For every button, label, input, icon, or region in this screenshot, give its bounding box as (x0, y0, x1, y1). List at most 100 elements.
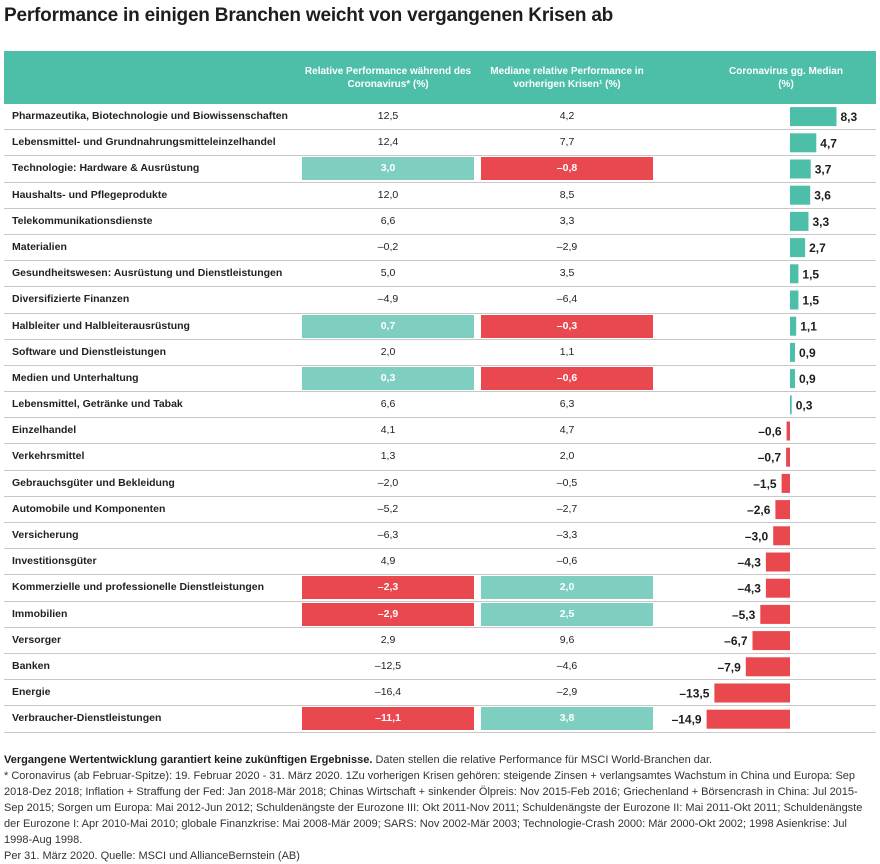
relative-performance-value: 6,6 (380, 214, 396, 227)
industry-name: Energie (12, 686, 51, 699)
footnote-disclaimer: Vergangene Wertentwicklung garantiert ke… (4, 752, 876, 768)
table-row: Verbraucher-Dienstleistungen –11,1 3,8 (4, 706, 876, 733)
relative-performance-value: 5,0 (380, 267, 396, 280)
median-performance-value: 3,3 (559, 214, 575, 227)
table-row: Materialien –0,2 –2,9 (4, 235, 876, 262)
relative-performance-value: 4,9 (380, 555, 396, 568)
relative-performance-value: –2,0 (377, 476, 399, 489)
performance-table: Relative Performance während des Coronav… (4, 51, 876, 733)
relative-performance-value: –2,9 (302, 602, 474, 626)
table-row: Banken –12,5 –4,6 (4, 654, 876, 681)
relative-performance-value: –4,9 (377, 293, 399, 306)
table-row: Lebensmittel- und Grundnahrungsmittelein… (4, 130, 876, 157)
median-performance-value: –0,6 (556, 555, 578, 568)
median-performance-value: –2,9 (556, 686, 578, 699)
industry-name: Kommerzielle und professionelle Dienstle… (12, 581, 265, 594)
industry-name: Diversifizierte Finanzen (12, 293, 130, 306)
industry-name: Automobile und Komponenten (12, 502, 166, 515)
median-performance-value: –0,8 (481, 157, 653, 181)
relative-performance-value: 12,5 (377, 110, 399, 122)
median-performance-value: 7,7 (559, 136, 575, 149)
industry-name: Lebensmittel, Getränke und Tabak (12, 398, 183, 411)
table-row: Automobile und Komponenten –5,2 –2,7 (4, 497, 876, 523)
industry-name: Software und Dienstleistungen (12, 345, 167, 358)
relative-performance-value: 0,3 (302, 366, 474, 390)
relative-performance-value: –12,5 (374, 659, 402, 672)
relative-performance-value: 4,1 (380, 424, 396, 437)
relative-performance-value: –5,2 (377, 502, 399, 515)
median-performance-value: 4,2 (559, 110, 575, 122)
median-performance-value: –3,3 (556, 529, 578, 541)
table-row: Gebrauchsgüter und Bekleidung –2,0 –0,5 (4, 471, 876, 497)
industry-name: Materialien (12, 240, 67, 253)
footnote-bold: Vergangene Wertentwicklung garantiert ke… (4, 754, 373, 766)
relative-performance-value: –6,3 (377, 529, 399, 541)
relative-performance-value: 6,6 (380, 398, 396, 411)
table-row: Verkehrsmittel 1,3 2,0 (4, 444, 876, 471)
median-performance-value: 8,5 (559, 188, 575, 201)
table-row: Einzelhandel 4,1 4,7 (4, 418, 876, 445)
relative-performance-value: 2,0 (380, 345, 396, 358)
table-row: Haushalts- und Pflegeprodukte 12,0 8,5 (4, 183, 876, 209)
chart-title: Performance in einigen Branchen weicht v… (4, 5, 614, 26)
median-performance-value: –4,6 (556, 659, 578, 672)
table-body: Pharmazeutika, Biotechnologie und Biowis… (4, 104, 876, 733)
median-performance-value: 9,6 (559, 633, 575, 646)
table-row: Telekommunikationsdienste 6,6 3,3 (4, 209, 876, 235)
median-performance-value: 4,7 (559, 424, 575, 437)
industry-name: Immobilien (12, 607, 68, 620)
industry-name: Verkehrsmittel (12, 450, 85, 463)
table-row: Kommerzielle und professionelle Dienstle… (4, 575, 876, 602)
median-performance-value: 2,5 (481, 602, 653, 626)
median-performance-value: –0,6 (481, 366, 653, 390)
relative-performance-value: 12,0 (377, 188, 399, 201)
table-row: Halbleiter und Halbleiterausrüstung 0,7 –0… (4, 314, 876, 340)
table-row: Medien und Unterhaltung 0,3 –0,6 (4, 366, 876, 393)
industry-name: Lebensmittel- und Grundnahrungsmittelein… (12, 136, 276, 149)
footnote-periods: * Coronavirus (ab Februar-Spitze): 19. F… (4, 770, 863, 846)
table-row: Versorger 2,9 9,6 (4, 628, 876, 654)
relative-performance-value: –11,1 (302, 707, 474, 731)
footnote-description: Daten stellen die relative Performance f… (372, 754, 713, 766)
industry-name: Halbleiter und Halbleiterausrüstung (12, 319, 190, 332)
footnotes: Vergangene Wertentwicklung garantiert ke… (4, 752, 876, 864)
relative-performance-value: 3,0 (302, 157, 474, 181)
median-performance-value: –0,5 (556, 476, 578, 489)
median-performance-value: –0,3 (481, 314, 653, 338)
industry-name: Haushalts- und Pflegeprodukte (12, 188, 168, 201)
table-row: Energie –16,4 –2,9 (4, 680, 876, 707)
median-performance-value: –2,9 (556, 240, 578, 253)
table-row: Versicherung –6,3 –3,3 (4, 523, 876, 550)
table-row: Software und Dienstleistungen 2,0 1,1 (4, 340, 876, 366)
table-row: Investitionsgüter 4,9 –0,6 (4, 549, 876, 576)
header-median-performance: Mediane relative Performance in vorherig… (490, 65, 644, 90)
table-header: Relative Performance während des Coronav… (4, 51, 876, 104)
relative-performance-value: 1,3 (380, 450, 396, 463)
table-row: Diversifizierte Finanzen –4,9 –6,4 (4, 287, 876, 314)
relative-performance-value: 0,7 (302, 314, 474, 338)
relative-performance-value: –16,4 (374, 686, 402, 699)
industry-name: Gesundheitswesen: Ausrüstung und Dienstl… (12, 267, 283, 280)
median-performance-value: 6,3 (559, 398, 575, 411)
median-performance-value: 3,8 (481, 707, 653, 731)
median-performance-value: –6,4 (556, 293, 578, 306)
median-performance-value: 2,0 (559, 450, 575, 463)
header-relative-performance: Relative Performance während des Coronav… (304, 65, 472, 90)
median-performance-value: 2,0 (481, 576, 653, 600)
industry-name: Einzelhandel (12, 424, 77, 437)
table-row: Technologie: Hardware & Ausrüstung 3,0 –0,… (4, 156, 876, 183)
industry-name: Verbraucher-Dienstleistungen (12, 712, 162, 725)
table-row: Gesundheitswesen: Ausrüstung und Dienstl… (4, 261, 876, 288)
relative-performance-value: 12,4 (377, 136, 399, 149)
industry-name: Investitionsgüter (12, 555, 97, 568)
table-row: Pharmazeutika, Biotechnologie und Biowis… (4, 104, 876, 131)
median-performance-value: –2,7 (556, 502, 578, 515)
industry-name: Medien und Unterhaltung (12, 371, 139, 384)
relative-performance-value: –0,2 (377, 240, 399, 253)
footnote-source: Per 31. März 2020. Quelle: MSCI und Alli… (4, 850, 300, 862)
table-row: Lebensmittel, Getränke und Tabak 6,6 6,3 (4, 392, 876, 419)
industry-name: Banken (12, 659, 50, 672)
industry-name: Pharmazeutika, Biotechnologie und Biowis… (12, 110, 288, 122)
industry-name: Versicherung (12, 529, 79, 541)
header-difference: Coronavirus gg. Median (%) (729, 65, 843, 90)
